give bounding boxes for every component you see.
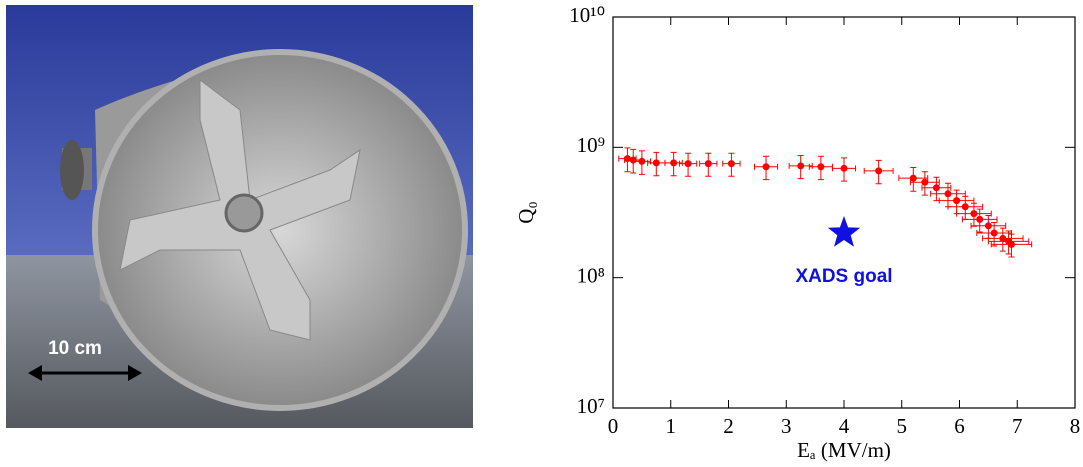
page: {"photo": {"scale_label": "10 cm"}, "cha… bbox=[0, 0, 1083, 467]
x-tick-label: 5 bbox=[897, 414, 908, 438]
center-hole bbox=[226, 195, 262, 231]
figure: 10 cm 0 1 2 3 4 5 6 7 8 10⁷ 10⁸ 10⁹ 10¹⁰ Eₐ (MV/m) Q₀ X… bbox=[0, 0, 1083, 467]
data-point bbox=[638, 158, 645, 165]
data-point bbox=[685, 160, 692, 167]
x-tick-label: 7 bbox=[1012, 414, 1023, 438]
x-tick-label: 0 bbox=[608, 414, 619, 438]
y-axis-label: Q₀ bbox=[514, 201, 538, 224]
data-point bbox=[797, 162, 804, 169]
x-tick-label: 3 bbox=[781, 414, 792, 438]
flange bbox=[60, 140, 84, 200]
data-point bbox=[985, 222, 992, 229]
scale-label: 10 cm bbox=[48, 338, 102, 359]
data-point bbox=[991, 230, 998, 237]
data-point bbox=[976, 216, 983, 223]
data-point bbox=[728, 160, 735, 167]
data-point bbox=[933, 184, 940, 191]
x-tick-label: 1 bbox=[666, 414, 677, 438]
data-point bbox=[953, 197, 960, 204]
x-tick-label: 4 bbox=[839, 414, 850, 438]
y-tick-label: 10¹⁰ bbox=[569, 3, 605, 27]
y-tick-label: 10⁷ bbox=[577, 394, 605, 418]
x-axis-label: Eₐ (MV/m) bbox=[797, 438, 891, 462]
y-tick-label: 10⁹ bbox=[577, 133, 605, 157]
data-point bbox=[1008, 241, 1015, 248]
x-tick-label: 2 bbox=[723, 414, 734, 438]
data-point bbox=[962, 203, 969, 210]
data-point bbox=[705, 160, 712, 167]
data-point bbox=[841, 165, 848, 172]
data-point bbox=[875, 167, 882, 174]
y-tick-label: 10⁸ bbox=[577, 263, 605, 287]
data-point bbox=[944, 190, 951, 197]
photo: 10 cm bbox=[6, 5, 473, 428]
goal-star bbox=[828, 216, 860, 247]
plot-frame bbox=[613, 17, 1075, 408]
data-point bbox=[817, 163, 824, 170]
data-point bbox=[763, 163, 770, 170]
x-tick-label: 6 bbox=[954, 414, 965, 438]
data-point bbox=[921, 179, 928, 186]
data-point bbox=[670, 159, 677, 166]
data-point bbox=[653, 159, 660, 166]
data-point bbox=[970, 210, 977, 217]
goal-label: XADS goal bbox=[795, 266, 892, 287]
x-tick-label: 8 bbox=[1070, 414, 1081, 438]
